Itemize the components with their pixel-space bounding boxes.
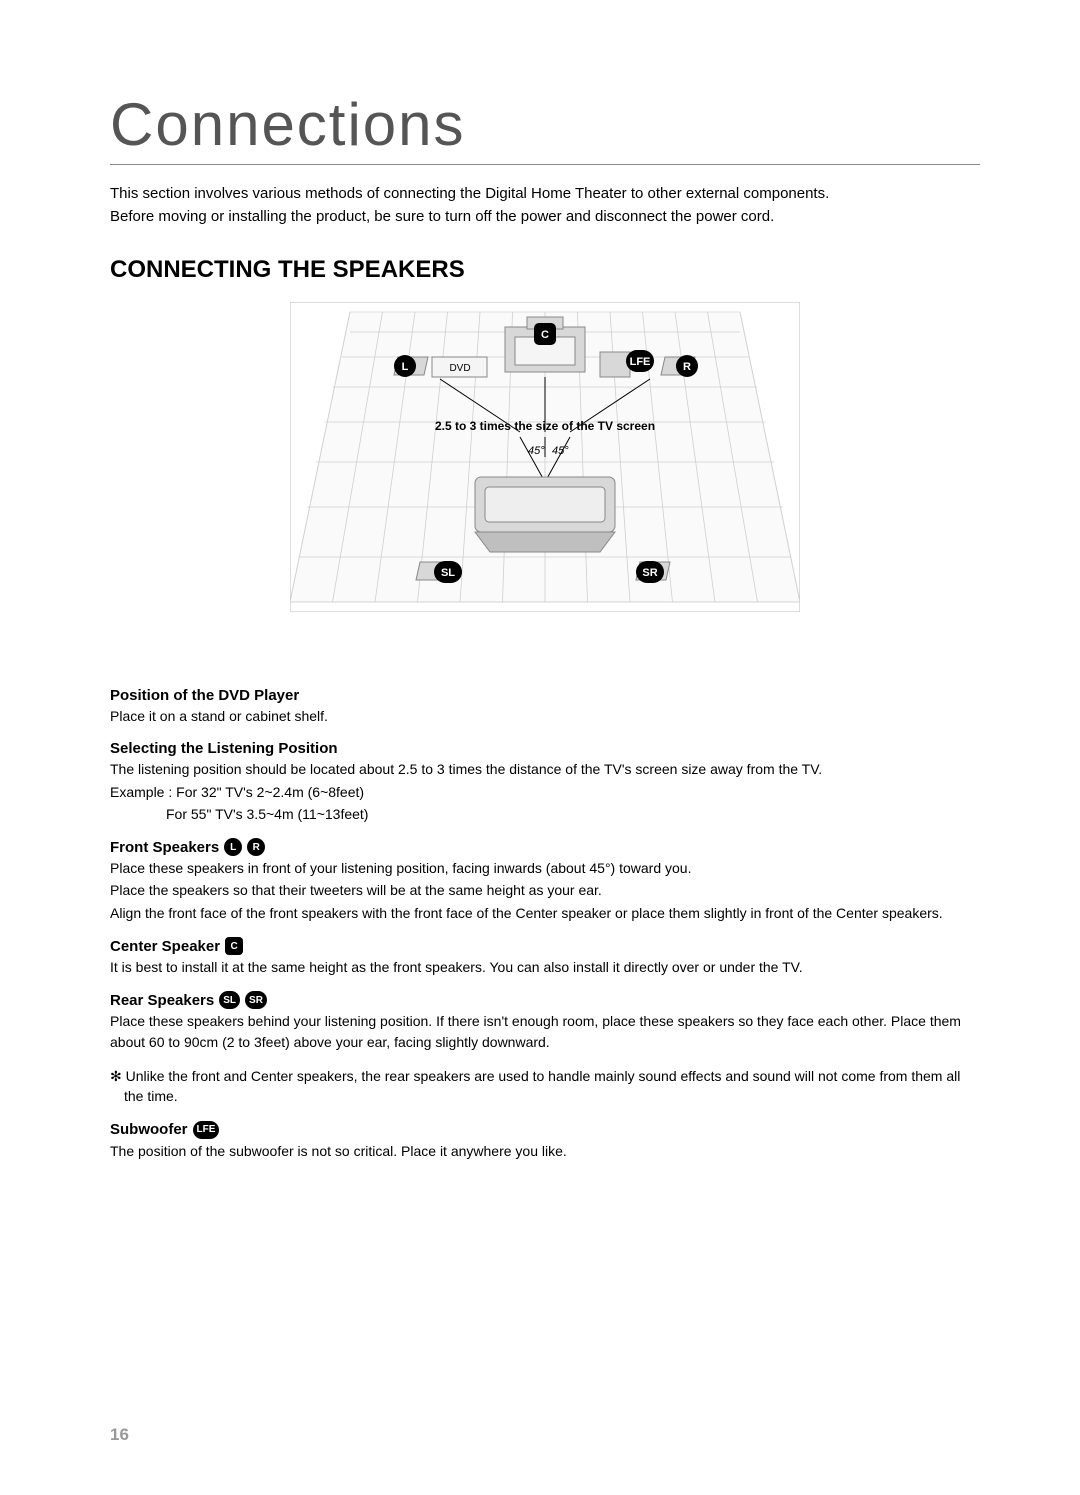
svg-text:DVD: DVD bbox=[449, 363, 470, 374]
subsection: Rear Speakers SL SR Place these speakers be… bbox=[110, 991, 980, 1052]
subsection-title-text: Selecting the Listening Position bbox=[110, 740, 338, 757]
subsection-body: Place these speakers behind your listeni… bbox=[110, 1011, 980, 1052]
rear-speaker-note: ✻ Unlike the front and Center speakers, … bbox=[110, 1066, 980, 1107]
body-text-indented: For 55" TV's 3.5~4m (11~13feet) bbox=[166, 804, 980, 824]
svg-text:L: L bbox=[402, 361, 409, 373]
subsection: Center Speaker C It is best to install it … bbox=[110, 937, 980, 977]
body-text: It is best to install it at the same hei… bbox=[110, 957, 980, 977]
intro-line-2: Before moving or installing the product,… bbox=[110, 208, 774, 225]
body-text: Place the speakers so that their tweeter… bbox=[110, 880, 980, 900]
svg-text:R: R bbox=[683, 361, 691, 373]
subsection: Front Speakers LR Place these speakers in … bbox=[110, 838, 980, 923]
subsection-title-text: Rear Speakers bbox=[110, 992, 214, 1009]
page-title: Connections bbox=[110, 90, 980, 165]
section-heading: CONNECTING THE SPEAKERS bbox=[110, 256, 980, 284]
body-text: Place these speakers in front of your li… bbox=[110, 858, 980, 878]
speaker-layout-diagram: DVD 2.5 to 3 times the size of the TV scr… bbox=[110, 302, 980, 617]
l-badge: L bbox=[224, 838, 242, 856]
subsection-title: Position of the DVD Player bbox=[110, 687, 980, 704]
subsection-title-text: Center Speaker bbox=[110, 938, 220, 955]
c-badge: C bbox=[225, 937, 243, 955]
svg-text:SL: SL bbox=[441, 567, 455, 579]
svg-text:2.5 to 3 times the size of the: 2.5 to 3 times the size of the TV screen bbox=[435, 419, 655, 433]
sr-badge: SR bbox=[245, 991, 267, 1009]
subsection-title: Front Speakers LR bbox=[110, 838, 980, 856]
intro-line-1: This section involves various methods of… bbox=[110, 185, 829, 202]
subsection-title-text: Position of the DVD Player bbox=[110, 687, 299, 704]
subsection-body: The listening position should be located… bbox=[110, 759, 980, 824]
body-text: Example : For 32" TV's 2~2.4m (6~8feet) bbox=[110, 782, 980, 802]
subsection-title: Center Speaker C bbox=[110, 937, 980, 955]
subsection-body: It is best to install it at the same hei… bbox=[110, 957, 980, 977]
intro-text: This section involves various methods of… bbox=[110, 183, 980, 228]
subwoofer-body-text: The position of the subwoofer is not so … bbox=[110, 1141, 980, 1161]
svg-text:SR: SR bbox=[642, 567, 657, 579]
body-text: Align the front face of the front speake… bbox=[110, 903, 980, 923]
subsection-title: Subwoofer LFE bbox=[110, 1121, 980, 1139]
subsection: Selecting the Listening Position The list… bbox=[110, 740, 980, 824]
sl-badge: SL bbox=[219, 991, 240, 1009]
subsection-title-text: Front Speakers bbox=[110, 839, 219, 856]
body-text: Place it on a stand or cabinet shelf. bbox=[110, 706, 980, 726]
subsection-body: The position of the subwoofer is not so … bbox=[110, 1141, 980, 1161]
subsection-body: Place these speakers in front of your li… bbox=[110, 858, 980, 923]
subsection-body: Place it on a stand or cabinet shelf. bbox=[110, 706, 980, 726]
svg-text:LFE: LFE bbox=[630, 356, 651, 368]
svg-text:45°: 45° bbox=[528, 445, 545, 457]
subsection-subwoofer: Subwoofer LFE The position of the subwoo… bbox=[110, 1121, 980, 1161]
page-number: 16 bbox=[110, 1425, 129, 1445]
subsection-title: Rear Speakers SL SR bbox=[110, 991, 980, 1009]
subwoofer-title-text: Subwoofer bbox=[110, 1121, 188, 1138]
lfe-badge: LFE bbox=[193, 1121, 220, 1139]
r-badge: R bbox=[247, 838, 265, 856]
svg-text:C: C bbox=[541, 329, 549, 341]
svg-text:45°: 45° bbox=[552, 445, 569, 457]
body-text: The listening position should be located… bbox=[110, 759, 980, 779]
subsection-title: Selecting the Listening Position bbox=[110, 740, 980, 757]
subsection: Position of the DVD Player Place it on a … bbox=[110, 687, 980, 726]
body-text: Place these speakers behind your listeni… bbox=[110, 1011, 980, 1052]
